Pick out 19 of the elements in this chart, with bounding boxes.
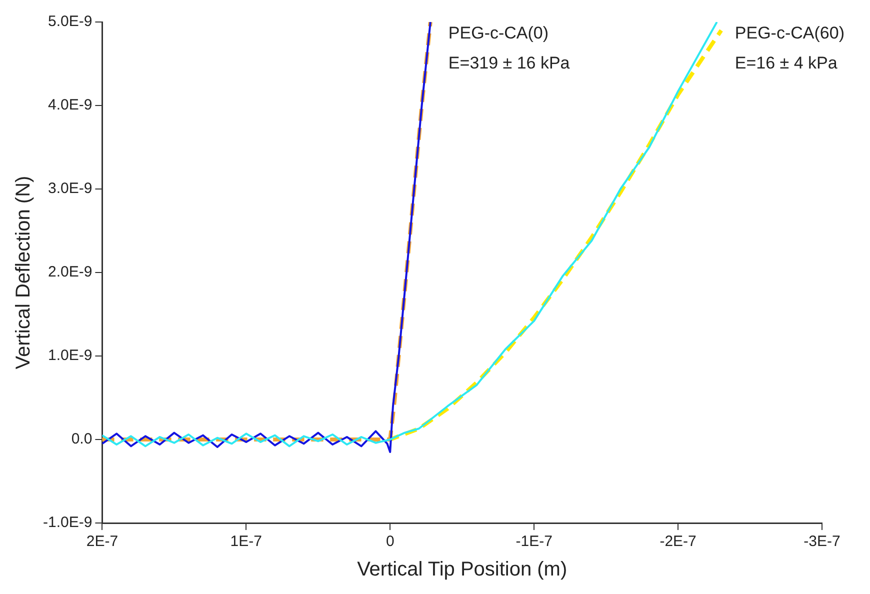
y-tick-label: 0.0 bbox=[71, 430, 92, 448]
x-tick-label: -1E-7 bbox=[516, 533, 552, 550]
y-tick-label: 5.0E-9 bbox=[48, 13, 92, 30]
y-tick-label: 4.0E-9 bbox=[48, 96, 92, 114]
y-tick-label: -1.0E-9 bbox=[42, 514, 92, 532]
y-tick-label: 3.0E-9 bbox=[48, 180, 92, 198]
x-tick-label: -3E-7 bbox=[804, 533, 840, 550]
x-axis-title: Vertical Tip Position (m) bbox=[357, 558, 568, 581]
annotation: E=16 ± 4 kPa bbox=[734, 54, 838, 73]
x-tick-label: 1E-7 bbox=[230, 533, 262, 550]
y-tick-label: 1.0E-9 bbox=[48, 347, 92, 364]
series-label: PEG-c-CA(60) bbox=[734, 24, 844, 43]
y-axis-title: Vertical Deflection (N) bbox=[12, 176, 35, 370]
y-tick-label: 2.0E-9 bbox=[48, 264, 92, 281]
x-tick-label: 2E-7 bbox=[86, 533, 118, 550]
x-tick-label: 0 bbox=[386, 533, 394, 550]
x-tick-label: -2E-7 bbox=[660, 533, 696, 550]
series-label: PEG-c-CA(0) bbox=[448, 24, 549, 43]
annotation: E=319 ± 16 kPa bbox=[448, 54, 570, 73]
